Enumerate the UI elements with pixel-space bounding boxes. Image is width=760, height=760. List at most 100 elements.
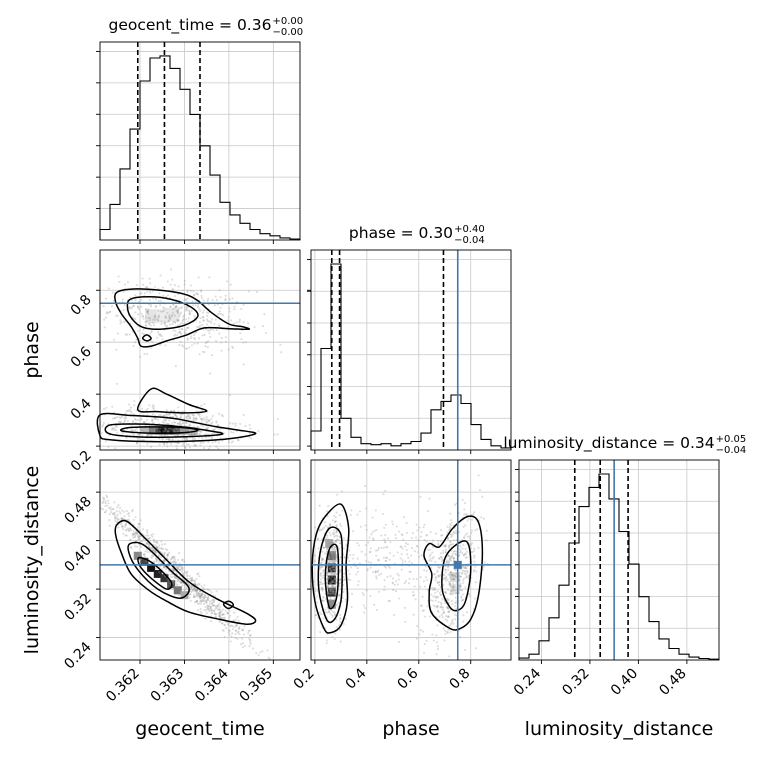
sample-point [164,344,167,347]
sample-point [169,268,173,271]
sample-point [141,277,144,280]
sample-point [455,572,458,575]
sample-point [412,613,415,616]
sample-point [458,584,461,587]
sample-point [331,566,335,569]
sample-point [236,631,239,634]
sample-point [329,568,332,571]
sample-point [347,569,350,572]
sample-point [231,440,234,443]
sample-point [170,314,174,317]
sample-point [227,348,230,351]
sample-point [134,299,137,302]
sample-point [153,429,156,432]
sample-point [162,306,165,309]
sample-point [328,581,331,584]
sample-point [178,328,181,331]
sample-point [383,526,386,529]
sample-point [153,316,156,319]
sample-point [175,309,178,312]
sample-point [441,560,444,563]
sample-point [448,610,451,614]
sample-point [162,566,166,569]
sample-point [186,338,189,341]
sample-point [127,518,130,521]
sample-point [174,562,177,565]
sample-point [177,309,180,312]
sample-point [176,318,179,321]
density-cell [325,539,334,549]
sample-point [176,584,179,587]
sample-point [162,430,165,433]
sample-point [209,335,212,339]
sample-point [217,324,221,327]
sample-point [196,588,199,592]
sample-point [215,605,218,608]
sample-point [185,299,188,302]
sample-point [199,309,202,312]
contour-line [137,387,208,414]
sample-point [146,537,149,540]
sample-point [131,420,135,423]
sample-point [112,427,115,430]
x-axis-label-luminosity-distance: luminosity_distance [525,718,714,740]
sample-point [115,424,118,427]
sample-point [168,551,171,554]
sample-point [332,533,336,536]
sample-point [331,556,335,559]
sample-point [113,501,116,504]
sample-point [202,441,205,444]
sample-point [468,535,471,538]
sample-point [151,406,154,409]
sample-point [370,533,373,536]
sample-point [197,413,200,416]
sample-point [445,576,448,579]
sample-point [175,572,178,575]
sample-point [422,526,425,529]
sample-point [332,579,335,582]
sample-point [387,565,390,568]
sample-point [138,535,141,538]
sample-point [144,324,147,327]
title-plus-luminosity_distance: +0.05 [716,434,747,445]
sample-point [156,542,159,545]
sample-point [248,637,251,640]
sample-point [196,609,199,612]
sample-point [400,533,403,536]
sample-point [329,599,332,602]
sample-point [219,616,222,619]
sample-point [181,427,185,431]
sample-point [228,624,232,628]
sample-point [447,615,450,618]
sample-point [105,509,108,512]
sample-point [485,539,488,542]
sample-point [171,288,174,291]
sample-point [148,404,151,407]
sample-point [192,588,195,591]
sample-point [126,281,129,284]
sample-point [128,333,131,336]
sample-point [446,578,449,581]
sample-point [446,559,449,562]
sample-point [172,308,175,311]
sample-point [449,584,452,587]
sample-point [356,557,359,560]
sample-point [198,412,201,415]
sample-point [437,574,440,577]
sample-point [331,584,334,587]
sample-point [167,438,170,441]
sample-point [392,554,395,557]
sample-point [451,603,454,606]
sample-point [153,541,156,544]
sample-point [163,434,166,437]
sample-point [419,535,422,538]
sample-point [249,634,252,637]
sample-point [156,430,159,433]
sample-point [186,326,189,329]
sample-point [174,414,177,417]
sample-point [193,583,197,586]
sample-point [426,548,430,551]
sample-point [131,306,134,309]
sample-point [143,420,146,423]
sample-point [185,307,188,311]
